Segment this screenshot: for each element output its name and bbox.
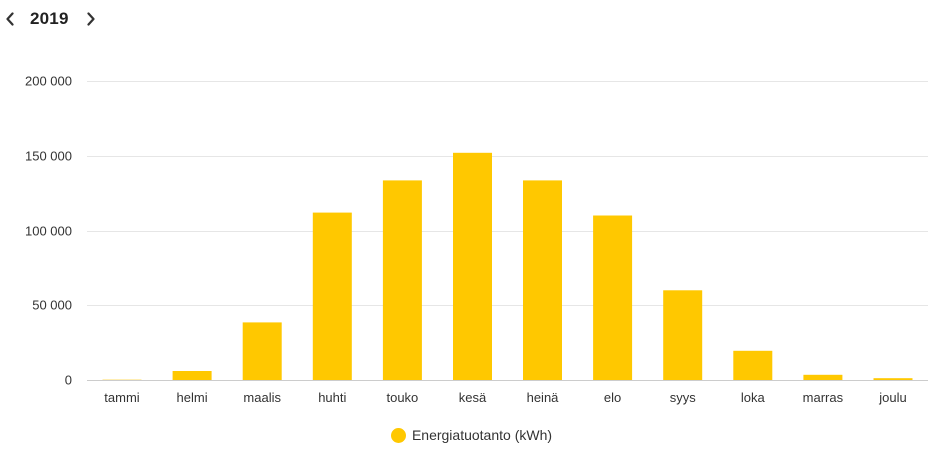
y-tick-label: 200 000 [25, 74, 72, 89]
legend-item-energy-production[interactable]: Energiatuotanto (kWh) [390, 427, 553, 443]
y-tick-label: 0 [65, 373, 72, 388]
gridlines [87, 81, 928, 381]
previous-year-button[interactable] [0, 4, 20, 34]
x-tick-label: loka [741, 390, 766, 405]
y-tick-label: 50 000 [32, 298, 72, 313]
x-axis-tick-labels: tammi helmi maalis huhti touko kesä heinä elo sy… [104, 390, 906, 405]
chevron-left-icon [6, 12, 14, 26]
bar-loka[interactable] [733, 350, 773, 380]
bar-elo[interactable] [593, 215, 633, 381]
x-tick-label: heinä [527, 390, 560, 405]
bar-heinä[interactable] [523, 180, 562, 380]
bar-joulu[interactable] [873, 378, 913, 380]
legend-label: Energiatuotanto (kWh) [411, 427, 553, 443]
chevron-right-icon [87, 12, 95, 26]
x-tick-label: touko [386, 390, 418, 405]
year-label: 2019 [30, 9, 69, 28]
x-tick-label: tammi [104, 390, 140, 405]
x-tick-label: huhti [318, 390, 346, 405]
x-tick-label: syys [670, 390, 697, 405]
bars [102, 152, 913, 381]
legend-marker [390, 427, 406, 443]
bar-huhti[interactable] [312, 212, 352, 380]
bar-syys[interactable] [663, 290, 703, 380]
x-tick-label: elo [604, 390, 621, 405]
bar-maalis[interactable] [242, 322, 282, 380]
x-tick-label: kesä [459, 390, 487, 405]
bar-touko[interactable] [382, 180, 422, 380]
year-navigation: 2019 [0, 4, 101, 34]
next-year-button[interactable] [81, 4, 101, 34]
y-tick-label: 100 000 [25, 224, 72, 239]
bar-helmi[interactable] [172, 371, 212, 380]
x-tick-label: joulu [878, 390, 906, 405]
energy-bar-chart: 0 50 000 100 000 150 000 200 000 tammi helmi m… [25, 74, 928, 405]
bar-marras[interactable] [803, 374, 843, 380]
x-tick-label: marras [803, 390, 844, 405]
x-tick-label: helmi [177, 390, 208, 405]
y-axis-tick-labels: 0 50 000 100 000 150 000 200 000 [25, 74, 72, 388]
chart-legend: Energiatuotanto (kWh) [0, 427, 943, 443]
x-tick-label: maalis [243, 390, 281, 405]
y-tick-label: 150 000 [25, 149, 72, 164]
bar-kesä[interactable] [453, 152, 492, 380]
